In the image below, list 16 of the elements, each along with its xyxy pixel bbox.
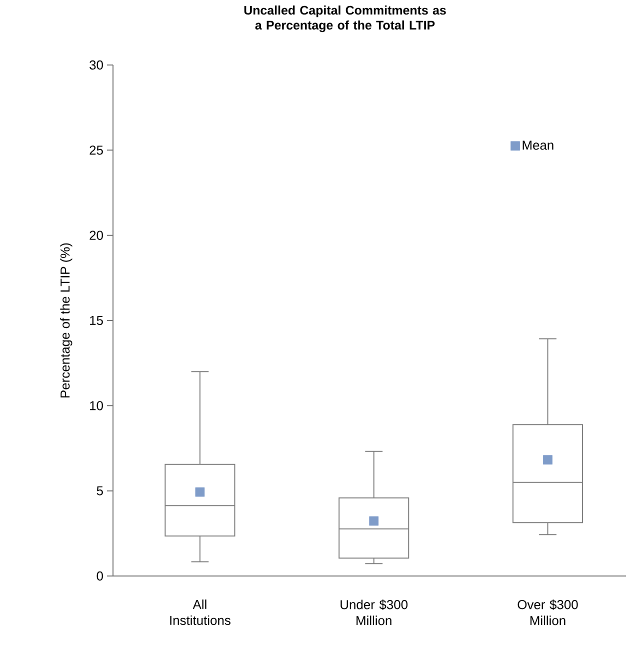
y-axis-title: Percentage of the LTIP (%) [60, 243, 72, 398]
point [543, 455, 552, 465]
y-tick-label: 15 [90, 316, 103, 326]
legend-label: Mean [522, 140, 554, 150]
point [369, 516, 379, 526]
chart-title: Uncalled Capital Commitments as a Percentage of the Total LTIP [244, 6, 446, 32]
x-tick-label: All Institutions [170, 600, 230, 625]
y-tick-label: 30 [90, 60, 103, 70]
y-tick-label: 20 [90, 230, 103, 240]
x-tick-label: Over $300 Million [518, 600, 578, 626]
x-tick-label: Under $300 Million [340, 600, 408, 626]
point [195, 487, 205, 497]
y-tick-label: 25 [90, 146, 103, 155]
y-tick-label: 5 [96, 486, 103, 496]
y-tick-label: 0 [96, 571, 103, 581]
y-tick-label: 10 [90, 401, 103, 410]
